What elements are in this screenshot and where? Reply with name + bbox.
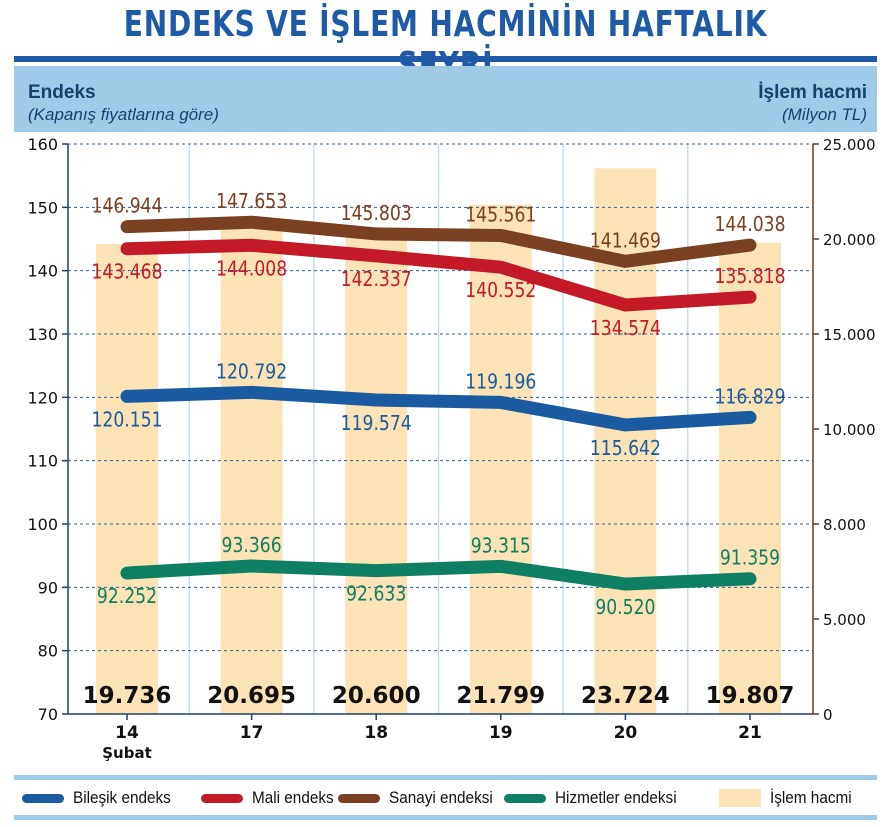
legend-item: Mali endeks [201,784,343,812]
volume-bar [220,225,283,715]
bar-value-label: 20.695 [207,683,296,709]
series-line [120,385,757,432]
legend-item: Bileşik endeks [22,784,182,812]
right-tick-label: 25.000 [823,136,876,154]
data-label: 146.944 [91,196,162,219]
x-tick-label: 14 [115,723,139,743]
left-tick-label: 110 [27,452,58,471]
left-tick-label: 90 [38,578,58,597]
legend-item: İşlem hacmi [719,784,861,812]
data-label: 135.818 [714,266,785,289]
left-axis-subtitle: (Kapanış fiyatlarına göre) [28,105,219,124]
legend-swatch [22,793,64,803]
data-label: 134.574 [590,318,661,341]
right-tick-label: 10.000 [823,421,876,439]
volume-bar [469,204,532,714]
right-axis-subtitle: (Milyon TL) [781,105,867,124]
data-label: 120.792 [216,361,287,384]
volume-bar [96,244,158,715]
legend-rule-top [14,775,877,780]
series-line [120,238,757,312]
data-label: 143.468 [91,262,162,285]
left-tick-label: 120 [27,388,58,407]
legend-label: İşlem hacmi [770,788,852,807]
left-tick-label: 70 [38,705,58,724]
right-tick-label: 0 [823,706,833,724]
bar-value-label: 23.724 [581,683,670,709]
left-tick-label: 150 [27,198,58,217]
bar-value-label: 19.807 [706,683,795,709]
right-axis-title: İşlem hacmi [758,82,867,103]
data-label: 91.359 [720,548,780,571]
legend-rule-bottom [14,815,877,820]
bar-value-label: 20.600 [332,683,421,709]
x-tick-label: 17 [240,723,264,743]
left-tick-label: 130 [27,325,58,344]
legend-swatch [504,793,546,803]
legend-item: Hizmetler endeksi [504,784,690,812]
legend-label: Sanayi endeksi [389,788,493,807]
data-label: 140.552 [465,280,536,303]
left-tick-label: 80 [38,642,58,661]
legend-swatch [201,793,243,803]
right-tick-label: 5.000 [823,611,866,629]
legend-label: Mali endeks [252,788,334,807]
legend-swatch [719,789,761,807]
data-label: 116.829 [714,386,785,409]
x-tick-label: 19 [489,723,513,743]
data-label: 92.252 [97,586,157,609]
x-tick-sublabel: Şubat [102,744,152,762]
data-label: 115.642 [590,438,661,461]
right-tick-label: 8.000 [823,516,866,534]
title-rule [14,56,877,62]
right-tick-label: 15.000 [823,326,876,344]
left-tick-label: 100 [27,515,58,534]
data-label: 93.315 [471,535,531,558]
volume-bar [345,227,408,714]
data-label: 145.561 [465,204,536,227]
data-label: 142.337 [341,269,412,292]
x-tick-label: 21 [738,723,762,743]
legend-label: Hizmetler endeksi [555,788,677,807]
right-tick-label: 20.000 [823,231,876,249]
x-tick-label: 20 [614,723,638,743]
data-label: 119.574 [341,413,412,436]
series-line [120,559,757,591]
data-label: 93.366 [222,535,282,558]
legend-label: Bileşik endeks [73,788,171,807]
legend-item: Sanayi endeksi [338,784,504,812]
data-label: 119.196 [465,371,536,394]
left-tick-label: 140 [27,262,58,281]
series-line [120,215,757,268]
x-tick-label: 18 [364,723,388,743]
data-label: 144.008 [216,258,287,281]
data-label: 147.653 [216,191,287,214]
volume-bar [719,242,781,715]
data-label: 92.633 [346,584,406,607]
data-label: 144.038 [714,214,785,237]
bar-value-label: 21.799 [456,683,545,709]
data-label: 90.520 [595,597,655,620]
legend-swatch [338,793,380,803]
left-tick-label: 160 [27,135,58,154]
data-label: 120.151 [91,409,162,432]
data-label: 141.469 [590,230,661,253]
data-label: 145.803 [341,203,412,226]
left-axis-title: Endeks [28,82,96,103]
legend: Bileşik endeks Mali endeks Sanayi endeksi H… [14,784,877,812]
page-title: ENDEKS VE İŞLEM HACMİNİN HAFTALIK SEYRİ [123,4,768,86]
axis-header-band: Endeks (Kapanış fiyatlarına göre) İşlem … [14,66,877,132]
bar-value-label: 19.736 [83,683,172,709]
